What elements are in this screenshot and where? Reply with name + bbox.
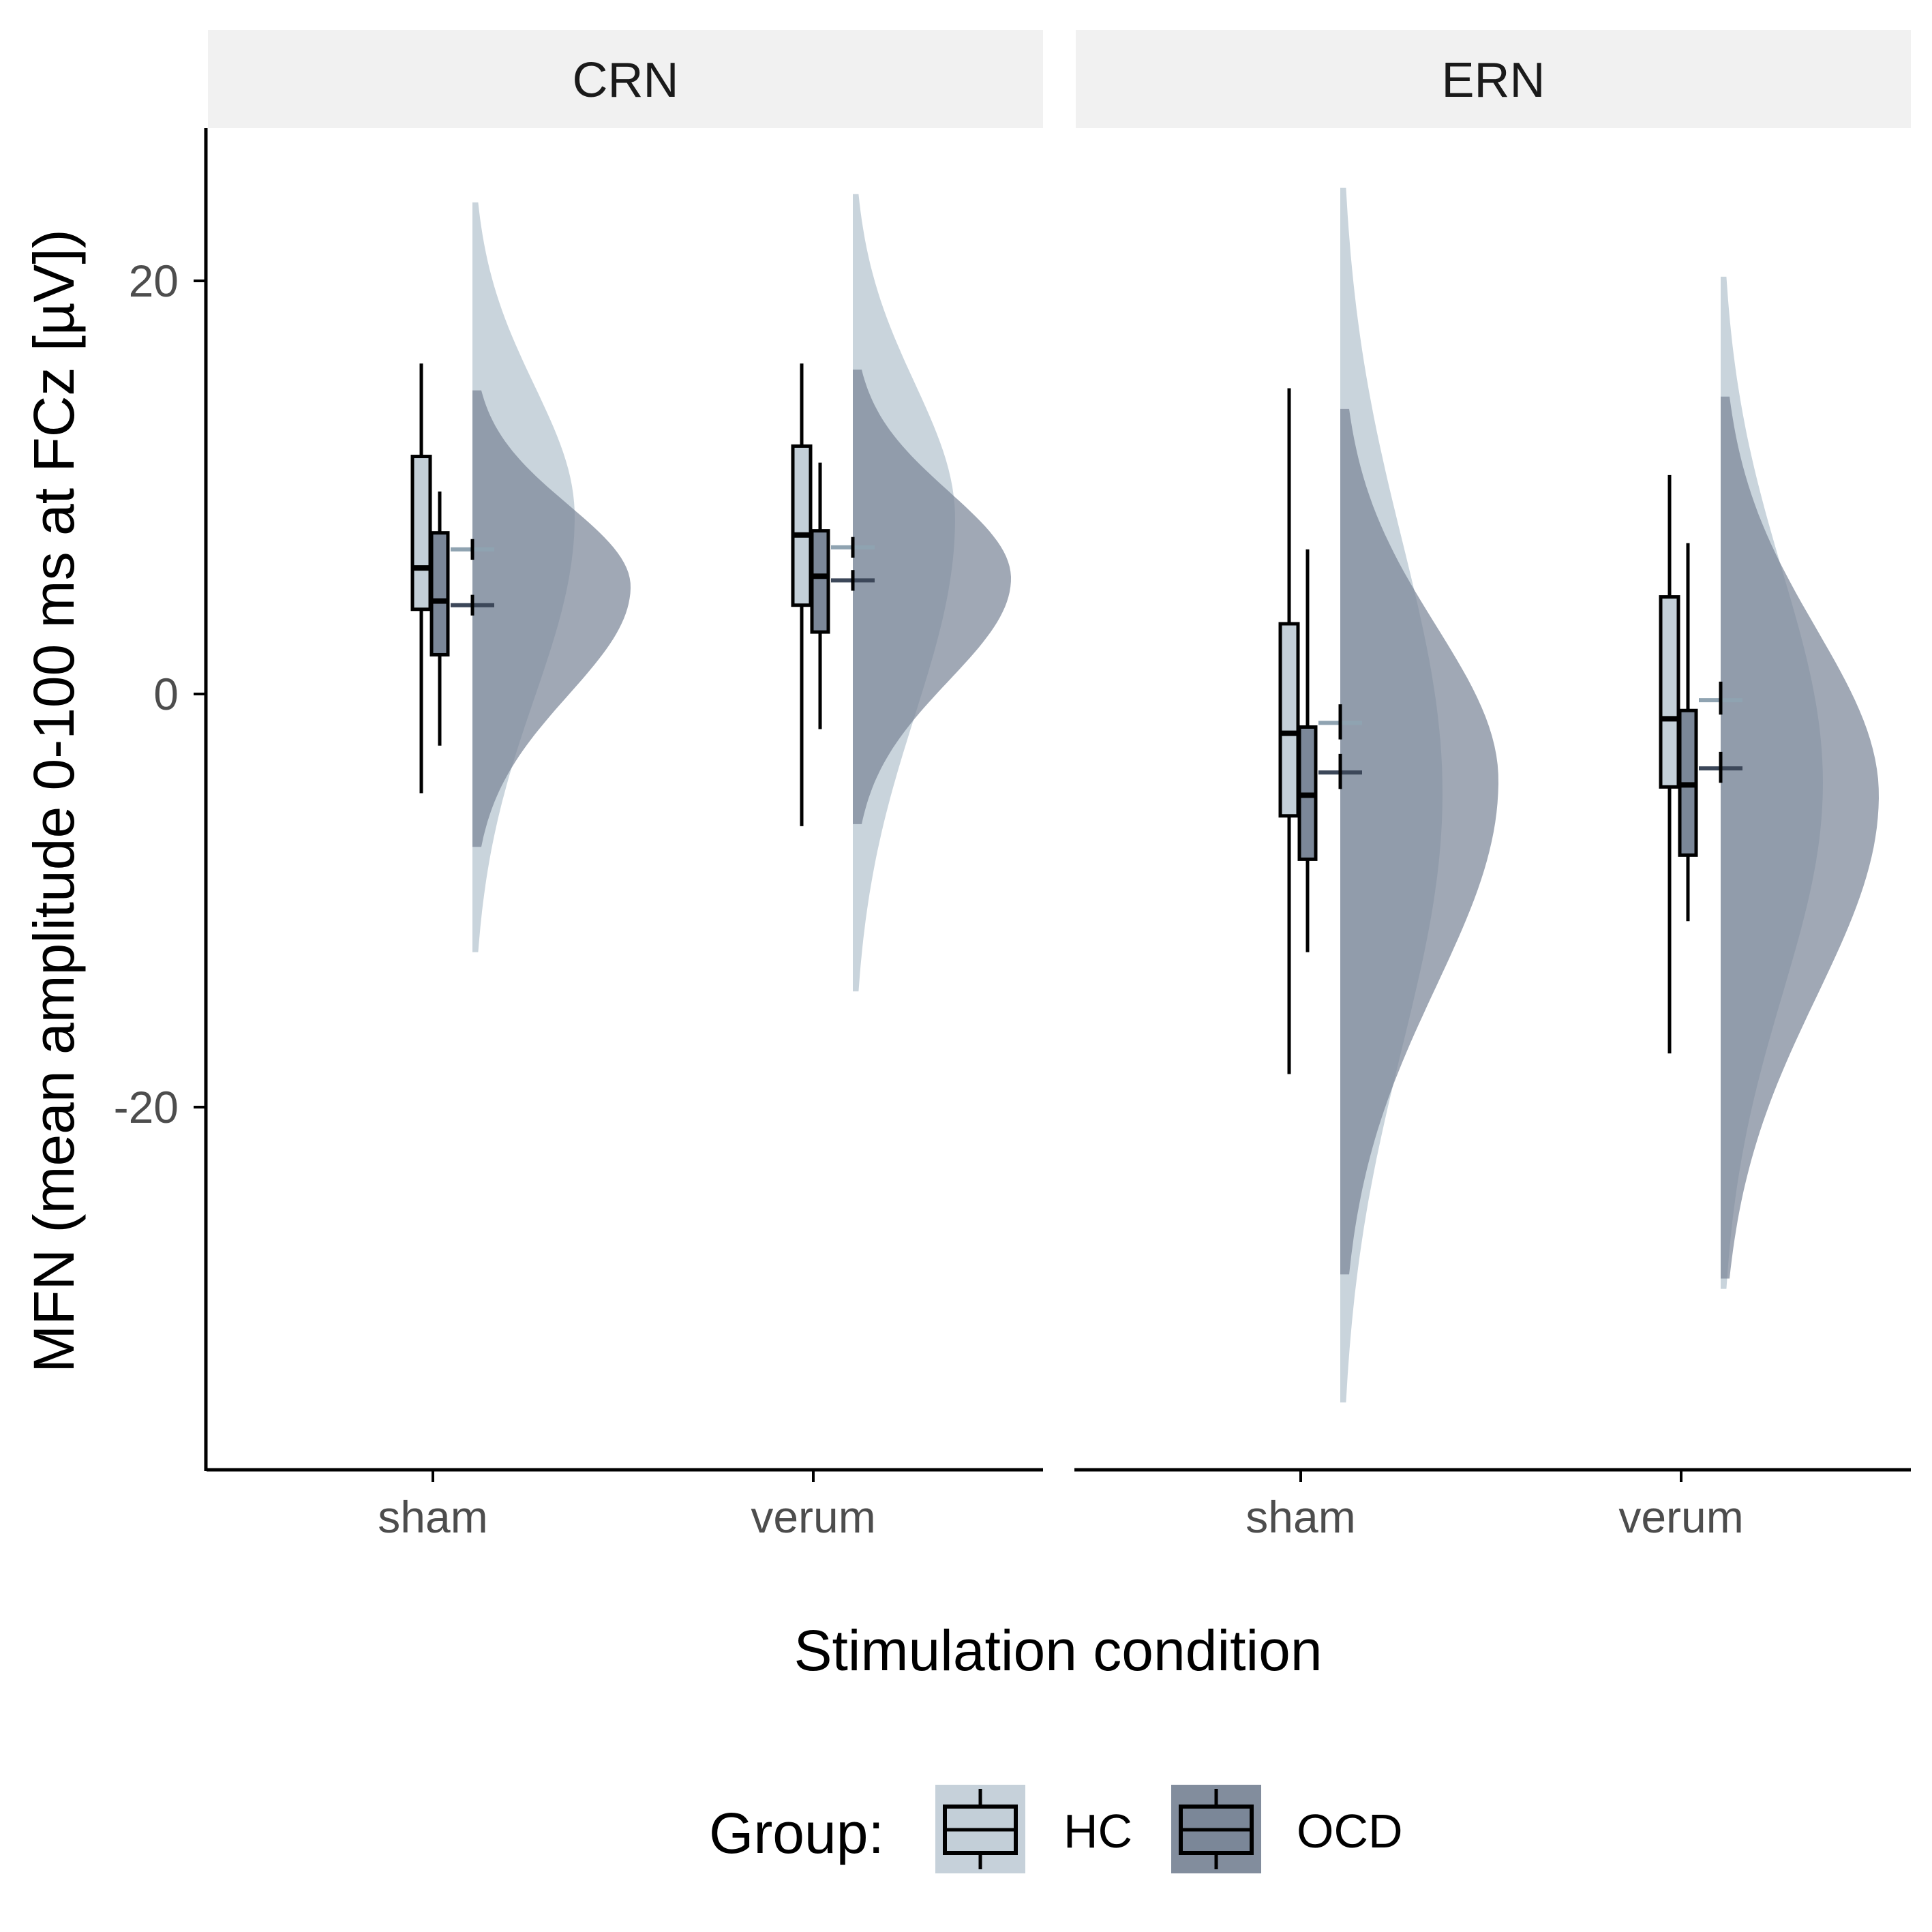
y-tick-label: 0 (153, 669, 179, 719)
density-ern-sham-ocd (1340, 408, 1498, 1275)
density-ern-verum-ocd (1721, 396, 1879, 1279)
box-crn-sham-hc (410, 455, 432, 612)
legend-label-ocd: OCD (1297, 1805, 1403, 1858)
panel-strip (208, 30, 1043, 128)
legend-label-hc: HC (1063, 1805, 1132, 1858)
x-tick-label: sham (1246, 1492, 1355, 1542)
y-tick-label: 20 (129, 256, 179, 306)
legend: Group: HC OCD (709, 1785, 1403, 1873)
legend-title: Group: (709, 1801, 884, 1865)
density-crn-sham-ocd (472, 390, 631, 847)
panel-title: CRN (573, 53, 679, 108)
box-crn-verum-ocd (810, 529, 830, 634)
density-crn-verum-ocd (853, 369, 1011, 824)
axes-layer: 20 0 -20 CRN sham verum ERN sham verum (114, 30, 1911, 1542)
box-ern-sham-hc (1278, 622, 1300, 818)
x-tick-label: verum (751, 1492, 875, 1542)
boxplot-layer (410, 363, 1698, 1074)
density-layer (472, 187, 1879, 1403)
y-axis-title: MFN (mean amplitude 0-100 ms at FCz [µV]… (22, 229, 86, 1373)
mean-marker-layer (451, 537, 1742, 789)
box-ern-verum-hc (1659, 595, 1680, 789)
y-tick-label: -20 (114, 1082, 179, 1132)
x-axis-title: Stimulation condition (794, 1618, 1322, 1682)
x-tick-label: verum (1618, 1492, 1743, 1542)
box-crn-sham-ocd (429, 531, 450, 656)
panel-title: ERN (1441, 53, 1545, 108)
x-tick-label: sham (378, 1492, 487, 1542)
panel-strip (1076, 30, 1911, 128)
box-crn-verum-hc (791, 444, 813, 607)
